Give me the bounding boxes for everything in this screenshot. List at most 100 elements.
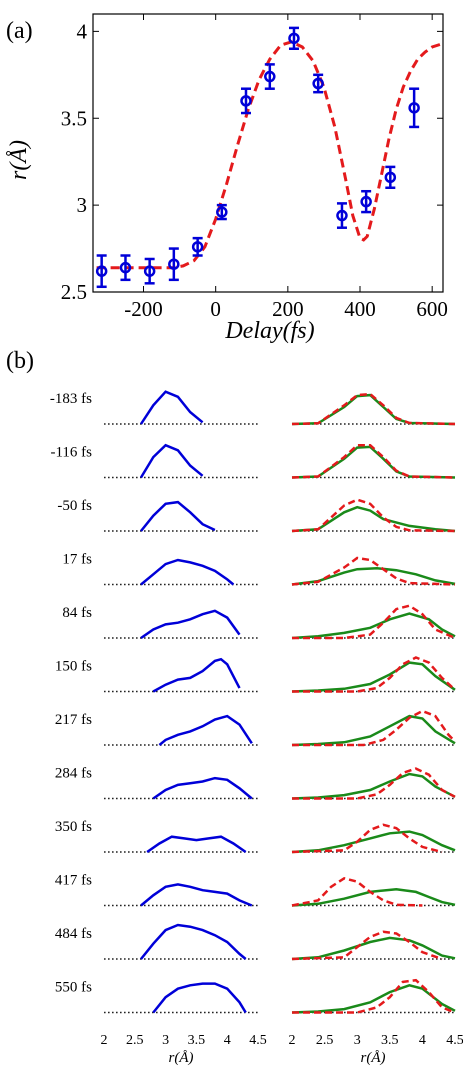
row-delay-label: -50 fs [57,498,92,514]
green-fit-line [291,936,456,961]
green-fit-line [291,445,456,479]
red-fit-line [291,392,456,426]
red-fit-line [292,656,456,693]
row-delay-label: 84 fs [62,605,92,621]
measured-distribution-line [152,982,247,1014]
plot-a-point [384,165,397,189]
row-delay-label: -183 fs [50,391,92,407]
red-fit-line [292,978,456,1014]
measured-distribution-line [158,714,253,746]
plot-a-point [119,254,132,282]
plot-a-xtick-label: 600 [416,297,448,321]
plot-a-xtick-label: -200 [124,297,163,321]
plot-a-fit-line [96,40,444,270]
plot-a-ticks: -200 0 200 400 600 2.5 3 3.5 4 [61,14,448,321]
panel-b-right-axis: 2 2.5 3 3.5 4 4.5 [289,1033,463,1048]
plot-a-point [360,189,372,214]
row-delay-label: 550 fs [55,980,92,996]
measured-distribution-line [140,500,216,532]
measured-distribution-line [152,657,241,693]
plot-a-point [312,73,324,94]
measured-distribution-line [140,609,241,640]
distribution-row: 350 fs [55,819,456,854]
plot-a-point [191,236,204,257]
red-fit-line [292,709,456,747]
plot-a-point [288,26,300,50]
distribution-row: 417 fs [55,873,456,907]
panel-b-left-xtick-label: 4 [224,1033,231,1048]
distribution-row: 84 fs [62,604,456,640]
plot-a-xtick-label: 0 [210,297,221,321]
panel-b-left-xtick-label: 4.5 [249,1033,267,1048]
plot-a-ylabel: r(Å) [6,140,32,180]
panel-a: (a) -200 0 200 400 600 2.5 3 3.5 4 r(Å) Delay(fs… [6,13,448,344]
panel-b-left-xtick-label: 2 [101,1033,108,1048]
plot-a-data-points [95,26,420,289]
plot-a-xtick-label: 400 [344,297,376,321]
panel-b-right-xtick-label: 2 [289,1033,296,1048]
distribution-row: 550 fs [55,978,456,1014]
red-fit-line [292,604,456,640]
plot-a-ytick-label: 3 [77,193,88,217]
plot-a-ytick-label: 3.5 [61,106,87,130]
row-delay-label: 150 fs [55,659,92,675]
panel-b-left-xtick-label: 2.5 [126,1033,144,1048]
distribution-row: -116 fs [50,443,456,479]
row-delay-label: 17 fs [62,552,92,568]
panel-b-right-xtick-label: 3 [354,1033,361,1048]
plot-a-xtick-label: 200 [272,297,304,321]
panel-a-label: (a) [6,18,33,44]
plot-a-point [408,87,420,129]
panel-b-right-xtick-label: 3.5 [381,1033,399,1048]
green-fit-line [291,887,456,907]
red-fit-line [291,443,456,479]
panel-b-right-xtick-label: 2.5 [316,1033,334,1048]
row-delay-label: 484 fs [55,926,92,942]
distribution-row: 284 fs [55,766,456,800]
panel-b-right-xlabel: r(Å) [361,1050,386,1066]
red-fit-line [291,930,443,961]
measured-distribution-line [140,923,247,960]
row-delay-label: 350 fs [55,819,92,835]
red-fit-line [291,823,443,854]
green-fit-line [291,714,456,747]
distribution-row: -50 fs [57,498,456,533]
plot-a-fit-curve [96,40,444,270]
row-delay-label: 417 fs [55,873,92,889]
green-fit-line [291,983,456,1014]
green-fit-line [291,505,456,533]
panel-b-right-xtick-label: 4 [419,1033,426,1048]
measured-distribution-line [139,390,204,425]
panel-b-label: (b) [6,348,34,374]
red-fit-line [292,767,456,800]
red-fit-line [291,556,456,586]
plot-a-point [168,247,180,282]
panel-b-left-xlabel: r(Å) [169,1050,194,1066]
green-fit-line [291,772,456,800]
panel-b-left-axis: 2 2.5 3 3.5 4 4.5 [101,1033,267,1048]
measured-distribution-line [152,776,253,800]
panel-b-rows: -183 fs -116 fs -50 fs 17 fs 84 fs 150 fs 217 … [50,390,456,1014]
row-delay-label: -116 fs [50,445,92,461]
panel-b-right-xtick-label: 4.5 [446,1033,463,1048]
green-fit-line [291,612,456,640]
green-fit-line [291,393,456,426]
distribution-row: 17 fs [62,552,456,586]
panel-b-left-xtick-label: 3 [162,1033,169,1048]
plot-a-point [264,63,276,90]
measured-distribution-line [140,558,235,586]
red-fit-line [291,876,423,907]
plot-a-frame [92,13,444,293]
plot-a-point [240,87,252,115]
row-delay-label: 217 fs [55,712,92,728]
red-fit-line [291,498,456,533]
green-fit-line [291,830,456,854]
plot-a-xlabel: Delay(fs) [224,318,314,344]
distribution-row: -183 fs [50,390,456,426]
distribution-row: 217 fs [55,709,456,747]
panel-b-left-xtick-label: 3.5 [188,1033,206,1048]
measured-distribution-line [146,835,247,854]
row-delay-label: 284 fs [55,766,92,782]
plot-a-ytick-label: 4 [77,19,88,43]
